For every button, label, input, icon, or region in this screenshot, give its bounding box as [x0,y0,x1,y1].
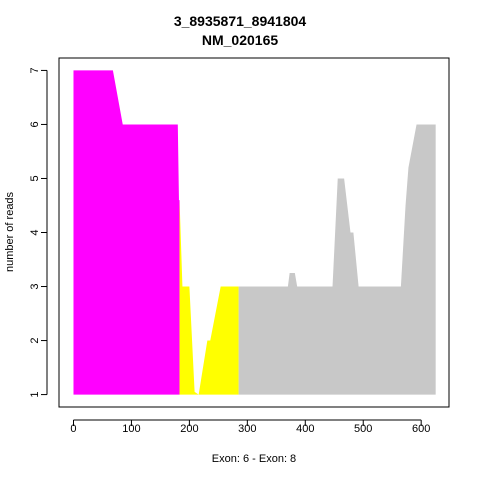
y-tick-label: 5 [29,175,41,181]
y-tick-label: 6 [29,121,41,127]
x-tick-label: 200 [180,423,198,435]
x-tick-label: 0 [70,423,76,435]
chart-title: 3_8935871_8941804 [174,13,307,29]
x-tick-label: 500 [354,423,372,435]
coverage-area-segment-3 [238,124,436,395]
x-axis: 0 100 200 300 400 500 600 [70,419,430,435]
x-tick-label: 100 [122,423,140,435]
y-tick-label: 3 [29,283,41,289]
x-axis-label: Exon: 6 - Exon: 8 [212,453,296,465]
y-tick-label: 2 [29,337,41,343]
x-tick-label: 300 [238,423,256,435]
y-axis: 1 2 3 4 5 6 7 [29,67,48,398]
coverage-area-segment-1 [73,70,180,395]
x-tick-label: 400 [296,423,314,435]
coverage-area-segment-2 [179,200,239,395]
plot-frame [58,57,450,408]
y-tick-label: 1 [29,392,41,398]
x-tick-label: 600 [412,423,430,435]
chart-subtitle: NM_020165 [202,32,278,48]
series-layer [73,70,436,395]
y-tick-label: 4 [29,229,41,235]
y-tick-label: 7 [29,67,41,73]
y-axis-label: number of reads [4,191,16,272]
